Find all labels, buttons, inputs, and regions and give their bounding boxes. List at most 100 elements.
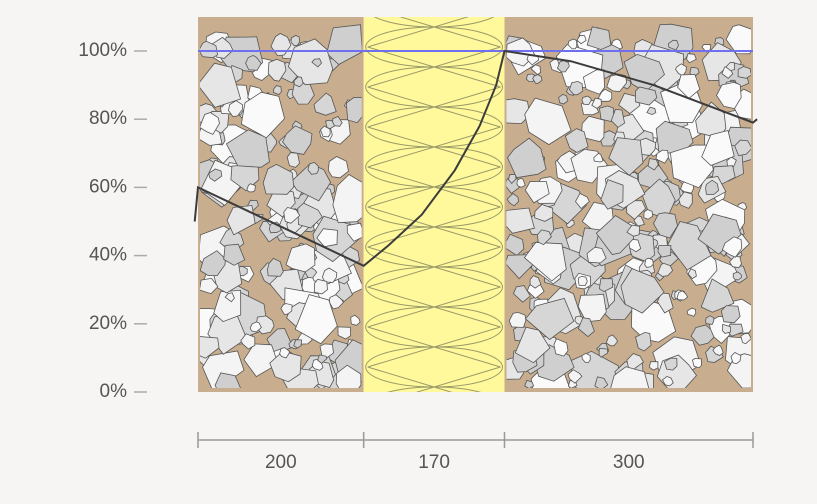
stone [730, 352, 742, 365]
stone [576, 34, 587, 45]
stone [224, 292, 235, 303]
stone [282, 125, 313, 155]
stone [532, 74, 543, 84]
stone [512, 285, 531, 303]
stone [692, 358, 702, 369]
y-tick-label: 60% [89, 176, 127, 197]
layer-thickness-label: 300 [613, 452, 645, 473]
stone [567, 38, 578, 50]
stone [269, 350, 302, 383]
y-tick-label: 20% [89, 313, 127, 334]
stone [556, 60, 570, 73]
stone [657, 262, 674, 277]
stone [240, 91, 286, 139]
stone [524, 297, 575, 341]
stone [200, 112, 220, 135]
stone [716, 81, 742, 110]
stone [598, 347, 609, 358]
stone [332, 115, 343, 127]
stone [208, 168, 223, 182]
stone [687, 268, 697, 280]
stone [508, 311, 527, 328]
stone [283, 206, 301, 224]
stone [200, 277, 219, 295]
data-line [193, 49, 758, 267]
stone [721, 236, 743, 258]
stone [655, 149, 669, 164]
stone [606, 73, 628, 93]
stone [690, 324, 715, 346]
stone [297, 202, 323, 229]
stone [643, 209, 654, 220]
layer-thickness-label: 200 [265, 452, 297, 473]
stone [586, 26, 612, 50]
insulation-fiber [368, 407, 501, 447]
layer-thickness-label: 170 [418, 452, 450, 473]
stone [507, 137, 547, 179]
stone [313, 278, 328, 295]
stone [317, 354, 328, 364]
stone [214, 372, 241, 388]
stone [600, 179, 624, 210]
stone [605, 334, 618, 347]
stone [332, 173, 362, 224]
stone [700, 278, 735, 313]
stone [202, 350, 245, 388]
stone [697, 213, 742, 255]
stone [226, 205, 256, 236]
stone [568, 80, 584, 96]
stone [200, 40, 219, 59]
stone [663, 357, 678, 371]
stone [320, 125, 331, 138]
stone [534, 204, 554, 222]
stone [581, 352, 591, 363]
stone [667, 221, 712, 271]
layer-pattern [365, 17, 503, 447]
stone [577, 275, 588, 287]
stone [595, 214, 635, 255]
stone [267, 58, 287, 82]
stone [293, 76, 304, 88]
stone [523, 241, 567, 282]
stone [506, 192, 519, 207]
y-tick-label: 80% [89, 108, 127, 129]
stone [705, 315, 715, 325]
stone [328, 294, 344, 310]
stone [610, 366, 650, 388]
stone [598, 88, 613, 102]
stone [506, 233, 525, 257]
stone [608, 137, 644, 176]
stone [514, 326, 551, 364]
stone [245, 54, 262, 71]
stone [337, 326, 352, 340]
stone [335, 364, 362, 388]
stone [725, 24, 751, 55]
stone [286, 152, 300, 168]
stone [506, 98, 531, 125]
stone [626, 224, 641, 237]
stone [345, 96, 362, 124]
stone [644, 257, 654, 268]
insulation-fiber [368, 407, 501, 447]
stone [319, 343, 334, 359]
stone [321, 267, 338, 283]
stone [646, 106, 657, 116]
stone [223, 243, 246, 266]
stone [577, 293, 607, 323]
stone [558, 93, 569, 105]
stone [599, 105, 615, 123]
stone [553, 338, 569, 357]
stone [200, 336, 220, 359]
stone [243, 343, 279, 378]
stone [285, 243, 316, 273]
stone [653, 212, 678, 239]
stone [661, 375, 674, 387]
stone [610, 109, 626, 128]
y-tick-label: 40% [89, 245, 127, 266]
stone [262, 163, 295, 195]
wall-layer [363, 17, 505, 392]
stone [734, 139, 751, 157]
stone [737, 66, 751, 79]
